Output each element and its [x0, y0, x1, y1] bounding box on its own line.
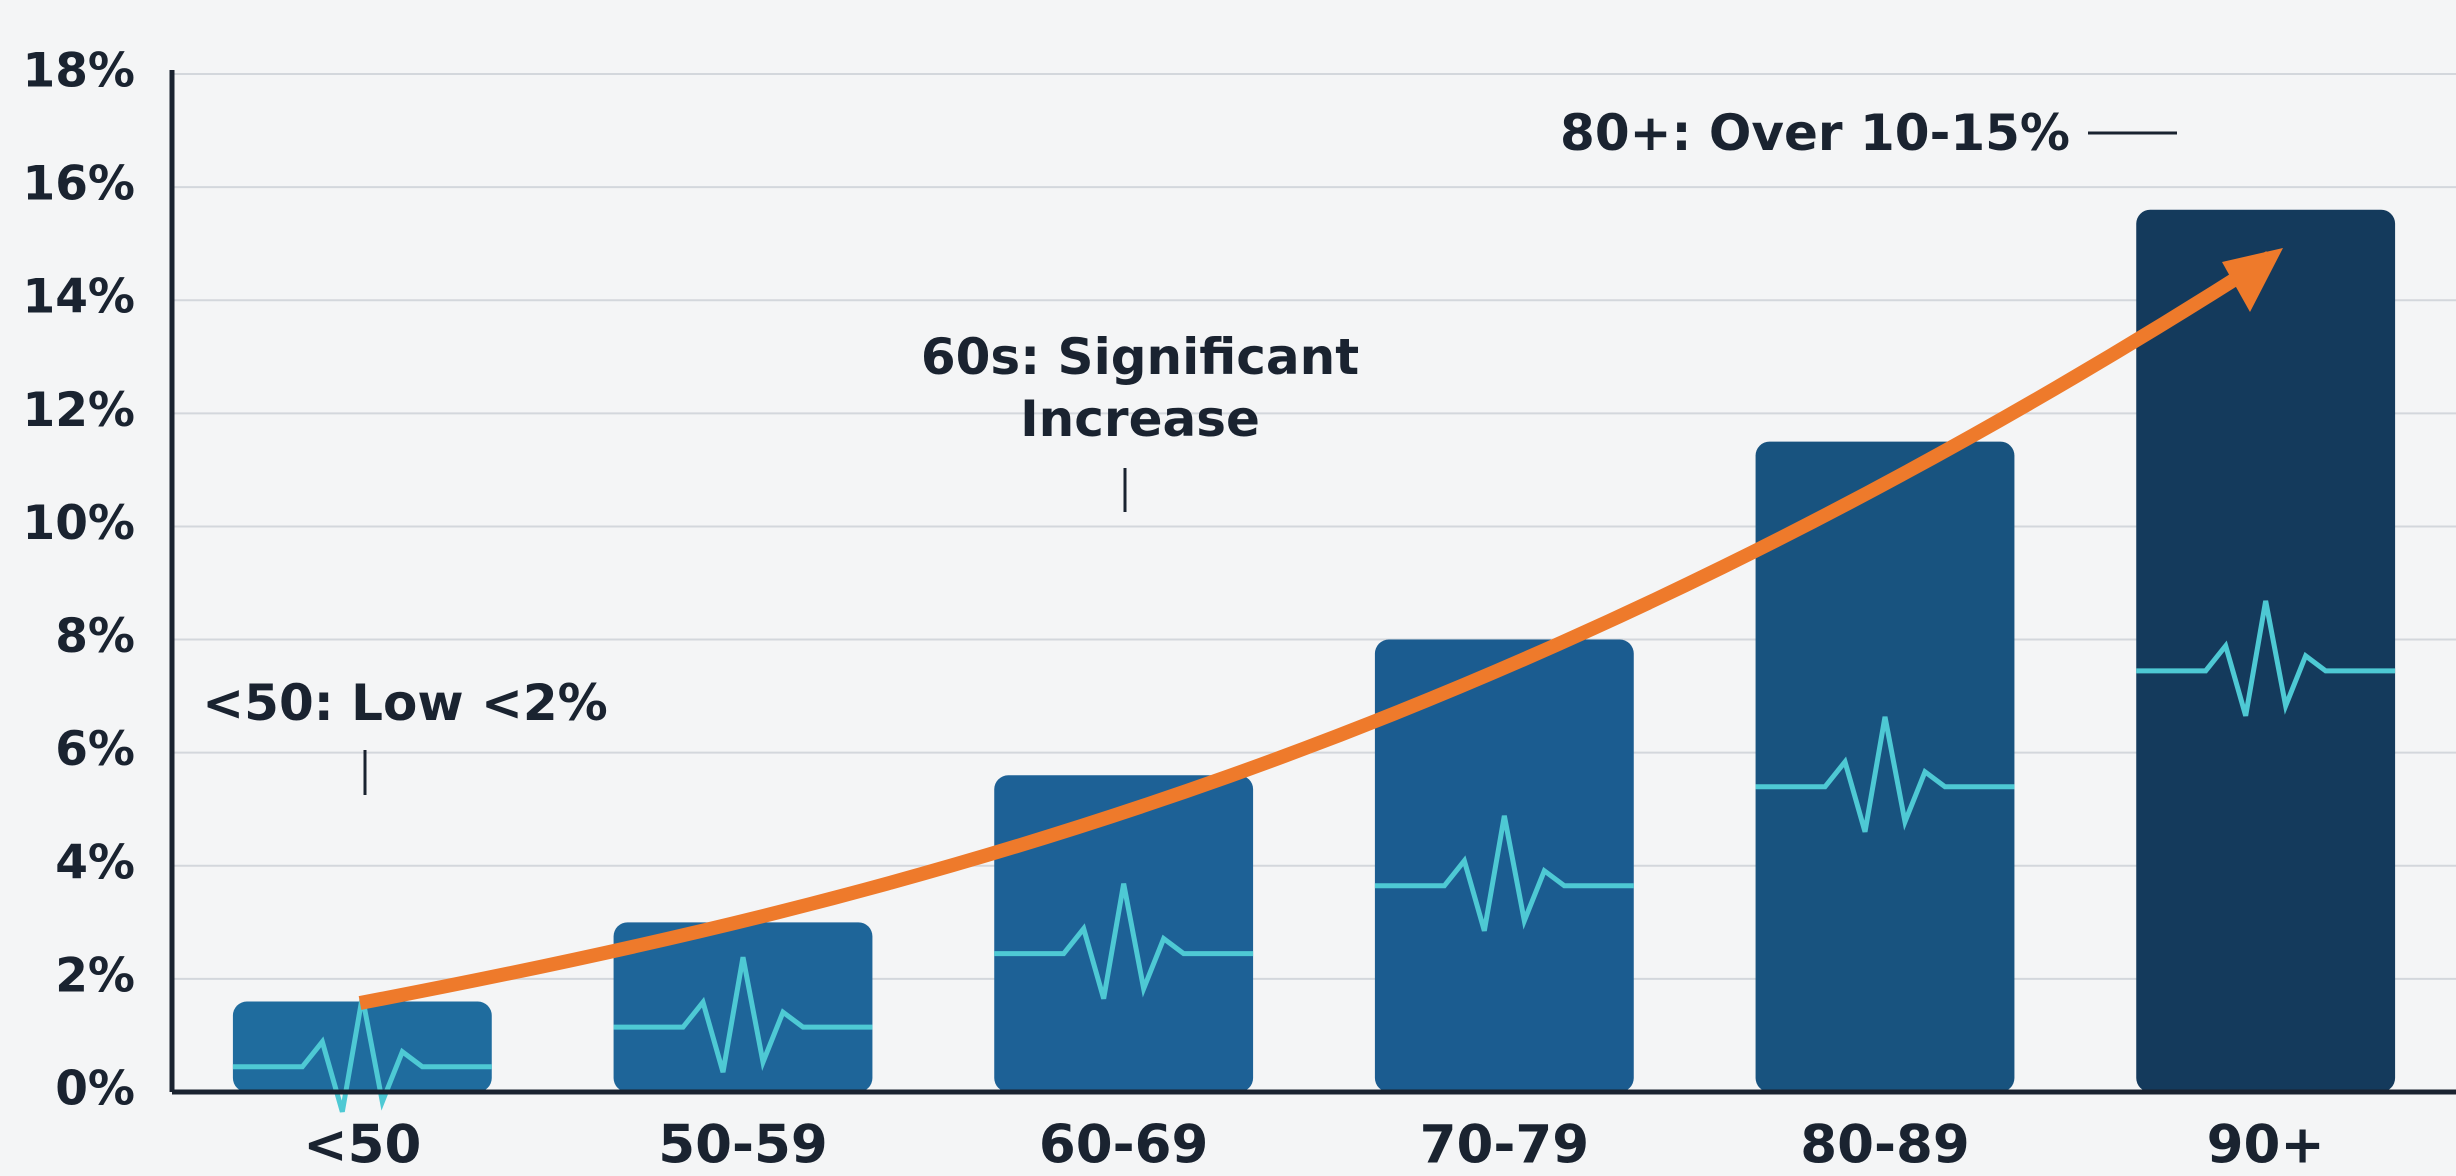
bar: [1756, 442, 2015, 1092]
y-tick-label: 14%: [23, 270, 136, 325]
bar: [994, 775, 1253, 1092]
bar: [233, 1002, 492, 1092]
y-tick-label: 4%: [55, 835, 135, 890]
bar: [2136, 210, 2395, 1092]
annotation: <50: Low <2%: [200, 672, 610, 734]
x-tick-label: 70-79: [1420, 1115, 1590, 1176]
annotation: 80+: Over 10-15%: [1560, 102, 2070, 164]
y-tick-label: 0%: [55, 1062, 135, 1117]
y-tick-label: 10%: [23, 496, 136, 551]
y-tick-label: 18%: [23, 44, 136, 99]
y-tick-label: 8%: [55, 609, 135, 664]
y-tick-label: 6%: [55, 722, 135, 777]
x-tick-label: 90+: [2207, 1115, 2325, 1176]
x-tick-label: 50-59: [658, 1115, 828, 1176]
x-tick-label: 80-89: [1800, 1115, 1970, 1176]
chart-canvas: 0% 2% 4% 6% 8% 10% 12% 14% 16% 18% <50 50-59 60-69 7…: [0, 0, 2456, 1176]
y-tick-label: 12%: [23, 383, 136, 438]
y-tick-label: 2%: [55, 948, 135, 1003]
x-tick-label: <50: [303, 1115, 421, 1176]
x-tick-label: 60-69: [1039, 1115, 1209, 1176]
y-tick-label: 16%: [23, 157, 136, 212]
chart: 0% 2% 4% 6% 8% 10% 12% 14% 16% 18% <50 50-59 60-69 7…: [0, 0, 2456, 1176]
annotation: 60s: Significant Increase: [900, 326, 1380, 450]
